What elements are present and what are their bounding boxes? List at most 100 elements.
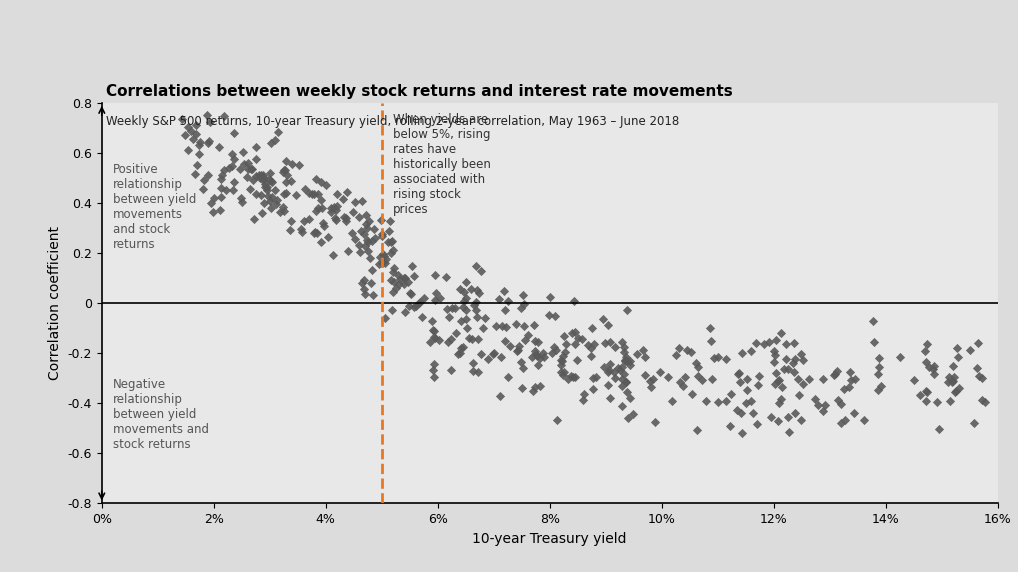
Point — [257, 174, 273, 183]
Point — [556, 368, 572, 377]
Point — [508, 319, 524, 328]
Point — [730, 370, 746, 379]
Point — [671, 344, 687, 353]
Point — [385, 287, 401, 296]
Point — [771, 375, 787, 384]
Point — [642, 382, 659, 391]
Point — [920, 362, 937, 371]
Point — [468, 285, 485, 295]
Point — [525, 387, 542, 396]
Point — [461, 333, 477, 342]
Point — [221, 163, 237, 172]
Point — [236, 160, 252, 169]
Point — [575, 395, 591, 404]
Point — [567, 372, 583, 382]
Point — [214, 171, 230, 180]
Point — [565, 372, 581, 382]
Point — [450, 349, 466, 359]
Point — [942, 373, 958, 382]
Point — [283, 159, 299, 168]
Point — [377, 258, 393, 267]
Point — [411, 298, 428, 307]
Point — [515, 363, 531, 372]
Point — [487, 348, 503, 357]
Point — [600, 320, 616, 329]
Point — [842, 368, 858, 377]
Text: When yields are
below 5%, rising
rates have
historically been
associated with
ri: When yields are below 5%, rising rates h… — [393, 113, 491, 216]
Point — [257, 182, 273, 192]
Point — [892, 352, 908, 362]
Point — [267, 136, 283, 145]
Point — [767, 357, 783, 366]
Point — [452, 284, 468, 293]
Point — [705, 353, 722, 363]
Point — [212, 205, 228, 214]
Point — [359, 237, 376, 247]
Point — [965, 418, 981, 427]
Point — [731, 368, 747, 378]
Point — [918, 386, 935, 395]
Point — [602, 359, 618, 368]
Point — [200, 138, 216, 148]
Point — [295, 216, 312, 225]
Point — [386, 245, 402, 255]
Point — [194, 184, 211, 193]
Point — [549, 415, 565, 424]
Point — [309, 203, 326, 212]
Point — [275, 202, 291, 211]
Point — [293, 227, 309, 236]
Point — [582, 343, 599, 352]
Point — [527, 346, 544, 355]
Point — [950, 353, 966, 362]
Point — [344, 228, 360, 237]
Point — [729, 406, 745, 415]
Point — [689, 426, 705, 435]
Point — [688, 359, 704, 368]
Point — [359, 224, 376, 233]
Y-axis label: Correlation coefficient: Correlation coefficient — [48, 226, 62, 380]
Point — [606, 368, 622, 377]
Point — [778, 354, 794, 363]
Point — [191, 149, 208, 158]
Point — [496, 287, 512, 296]
Point — [586, 339, 603, 348]
Point — [301, 188, 318, 197]
Point — [344, 208, 360, 217]
Point — [427, 332, 443, 341]
Point — [515, 322, 531, 331]
Point — [382, 216, 398, 225]
Point — [601, 365, 617, 374]
Point — [465, 359, 482, 368]
Point — [376, 252, 392, 261]
Point — [749, 380, 766, 390]
Point — [701, 324, 718, 333]
Point — [216, 165, 232, 174]
Point — [617, 355, 633, 364]
Point — [969, 363, 985, 372]
Point — [443, 366, 459, 375]
Point — [684, 390, 700, 399]
Point — [304, 190, 321, 199]
Point — [397, 273, 413, 283]
Point — [945, 376, 961, 386]
Point — [742, 347, 758, 356]
Point — [946, 372, 962, 382]
Point — [817, 400, 834, 410]
Point — [328, 206, 344, 215]
Point — [916, 346, 932, 355]
Point — [971, 372, 987, 381]
Point — [786, 339, 802, 348]
Point — [183, 126, 200, 136]
Point — [262, 169, 278, 178]
Point — [444, 303, 460, 312]
Point — [403, 261, 419, 271]
Point — [619, 356, 635, 366]
Point — [390, 270, 406, 279]
Point — [261, 174, 277, 183]
Point — [254, 172, 271, 181]
Point — [251, 171, 268, 180]
Point — [339, 188, 355, 197]
Point — [397, 308, 413, 317]
Point — [622, 394, 638, 403]
Point — [616, 347, 632, 356]
